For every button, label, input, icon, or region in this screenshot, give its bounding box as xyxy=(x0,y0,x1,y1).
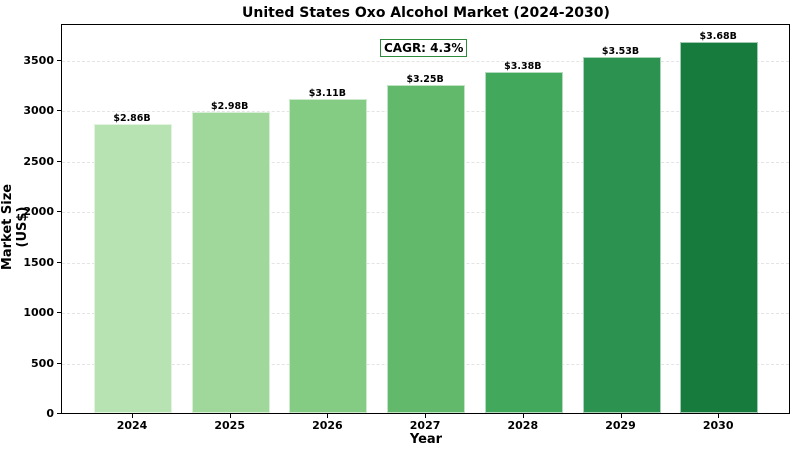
bar-value-label: $2.86B xyxy=(113,113,151,125)
x-tick-label: 2030 xyxy=(702,419,734,432)
bar-value-label: $3.53B xyxy=(601,45,640,57)
bar-2024 xyxy=(94,124,172,413)
y-tick-mark xyxy=(57,211,61,213)
bar-2027 xyxy=(387,84,466,413)
y-tick-label: 2500 xyxy=(23,154,54,168)
x-tick-mark xyxy=(327,414,329,418)
x-tick-mark xyxy=(718,414,720,418)
x-tick-label: 2026 xyxy=(312,419,343,432)
x-tick-mark xyxy=(620,414,622,418)
y-tick-label: 3500 xyxy=(23,53,54,67)
x-tick-mark xyxy=(425,414,427,418)
y-tick-label: 500 xyxy=(31,356,54,370)
bar-2029 xyxy=(582,56,661,413)
bar-2025 xyxy=(191,112,270,413)
x-axis-label: Year xyxy=(409,432,443,447)
y-tick-mark xyxy=(57,110,61,112)
chart-title: United States Oxo Alcohol Market (2024-2… xyxy=(242,5,610,21)
x-tick-label: 2024 xyxy=(116,419,148,432)
gridline xyxy=(62,60,789,62)
x-tick-mark xyxy=(229,414,231,418)
y-tick-label: 0 xyxy=(46,407,54,420)
y-tick-label: 3000 xyxy=(23,104,54,118)
y-tick-mark xyxy=(57,413,61,414)
y-tick-label: 1500 xyxy=(23,255,54,269)
bar-value-label: $3.68B xyxy=(699,30,737,42)
y-tick-label: 1000 xyxy=(23,306,54,320)
plot-area xyxy=(61,24,790,414)
x-tick-label: 2028 xyxy=(507,419,539,432)
bar-value-label: $3.25B xyxy=(406,73,444,85)
x-tick-mark xyxy=(132,414,133,418)
y-tick-mark xyxy=(57,362,61,364)
x-tick-label: 2029 xyxy=(605,419,636,432)
y-tick-mark xyxy=(57,59,61,61)
x-tick-mark xyxy=(522,414,524,418)
bar-value-label: $3.11B xyxy=(308,88,347,100)
bar-value-label: $2.98B xyxy=(211,101,249,113)
bar-value-label: $3.38B xyxy=(504,60,542,72)
bar-2028 xyxy=(484,71,563,413)
bar-2026 xyxy=(289,99,368,413)
y-tick-label: 2000 xyxy=(23,205,54,219)
y-tick-mark xyxy=(57,160,61,162)
cagr-annotation: CAGR: 4.3% xyxy=(380,39,468,57)
x-tick-label: 2025 xyxy=(214,419,245,432)
y-tick-mark xyxy=(57,312,61,314)
y-axis-label: Market Size (US$) xyxy=(0,183,30,271)
bar-2030 xyxy=(680,41,759,413)
x-tick-label: 2027 xyxy=(409,419,441,432)
y-tick-mark xyxy=(57,261,61,263)
